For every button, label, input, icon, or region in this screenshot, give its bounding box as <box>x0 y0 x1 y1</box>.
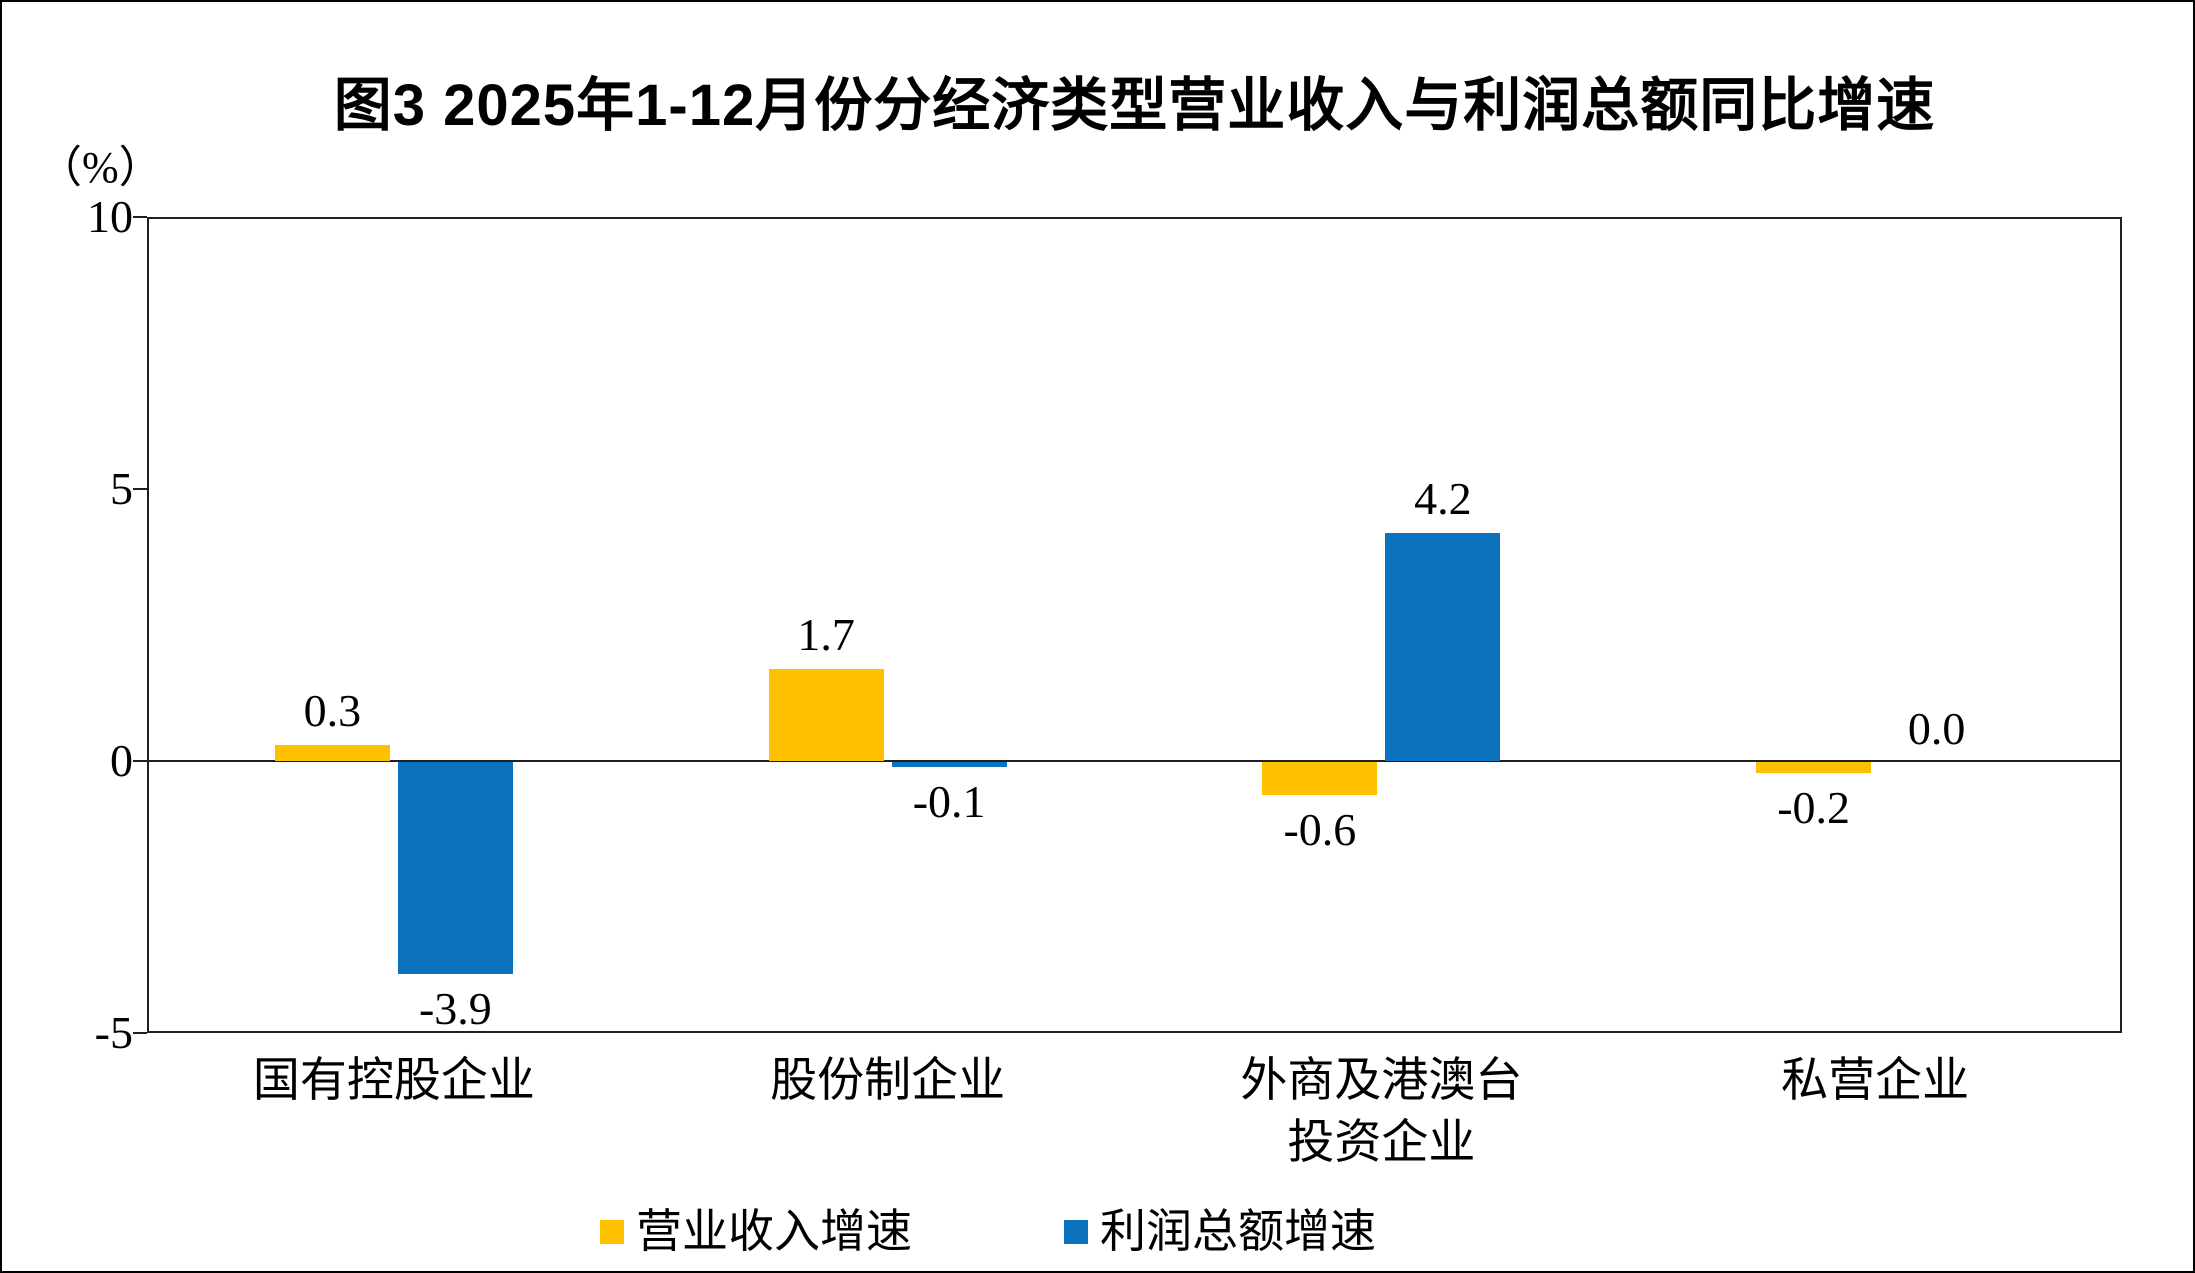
bar-label-s0-c1: 1.7 <box>797 608 855 660</box>
y-tick-label-1: 5 <box>110 463 133 514</box>
revenue-series-label: 营业收入增速 <box>636 1206 912 1257</box>
bar-label-s1-c1: -0.1 <box>912 776 986 828</box>
profit-series-swatch <box>1064 1220 1088 1244</box>
chart-title: 图3 2025年1-12月份分经济类型营业收入与利润总额同比增速 <box>333 73 1936 138</box>
revenue-series-swatch <box>600 1220 624 1244</box>
bar-s1-c0 <box>397 762 513 975</box>
y-tick-label-0: 10 <box>87 191 133 242</box>
bar-s0-c1 <box>768 668 884 761</box>
zero-baseline <box>147 760 2122 762</box>
bar-s0-c3 <box>1756 762 1872 773</box>
y-tick-label-2: 0 <box>110 735 133 786</box>
bar-label-s0-c2: -0.6 <box>1283 803 1357 855</box>
bar-s1-c2 <box>1385 532 1501 761</box>
legend-entry-profit: 利润总额增速 <box>1064 1206 1376 1258</box>
bar-label-s0-c3: -0.2 <box>1777 781 1851 833</box>
y-axis-unit-label: （%） <box>38 143 163 192</box>
bar-label-s1-c0: -3.9 <box>418 983 492 1035</box>
bar-label-s1-c2: 4.2 <box>1414 472 1472 524</box>
y-tick-3 <box>133 1032 147 1034</box>
y-tick-label-3: -5 <box>94 1007 133 1058</box>
y-tick-0 <box>133 216 147 218</box>
bar-label-s1-c3: 0.0 <box>1907 703 1966 754</box>
profit-series-label: 利润总额增速 <box>1100 1206 1376 1257</box>
y-tick-2 <box>133 760 147 762</box>
bar-s0-c2 <box>1262 762 1378 795</box>
bar-label-s0-c0: 0.3 <box>303 684 362 736</box>
y-tick-1 <box>133 488 147 490</box>
category-label-3: 私营企业 <box>1781 1055 1970 1107</box>
bar-s1-c1 <box>891 762 1007 768</box>
category-label-0: 国有控股企业 <box>252 1055 535 1107</box>
legend: 营业收入增速 利润总额增速 <box>600 1206 1376 1258</box>
category-label-1: 股份制企业 <box>770 1055 1006 1107</box>
category-label-2: 外商及港澳台 投资企业 <box>1240 1055 1523 1169</box>
legend-entry-revenue: 营业收入增速 <box>600 1206 912 1258</box>
bar-s0-c0 <box>274 744 390 761</box>
